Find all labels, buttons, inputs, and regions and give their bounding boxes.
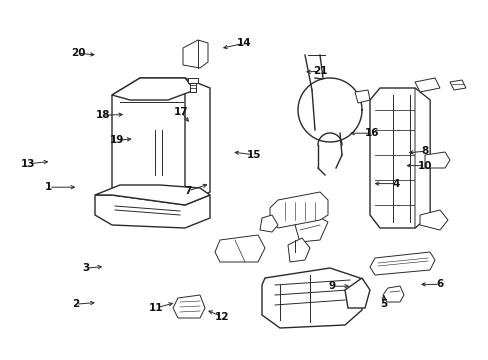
Text: 2: 2 [72, 299, 79, 309]
Polygon shape [414, 78, 439, 92]
Text: 15: 15 [246, 150, 261, 160]
Polygon shape [173, 295, 204, 318]
Polygon shape [269, 192, 327, 228]
Text: 11: 11 [149, 303, 163, 313]
Text: 17: 17 [173, 107, 188, 117]
Text: 7: 7 [184, 186, 192, 196]
Text: 8: 8 [421, 146, 428, 156]
Polygon shape [260, 215, 278, 232]
Polygon shape [112, 78, 195, 100]
Polygon shape [190, 82, 196, 92]
Polygon shape [369, 88, 429, 228]
Text: 3: 3 [82, 263, 89, 273]
Text: 18: 18 [95, 110, 110, 120]
Text: 12: 12 [215, 312, 229, 322]
Polygon shape [183, 40, 207, 68]
Polygon shape [419, 210, 447, 230]
Polygon shape [184, 78, 209, 205]
Text: 6: 6 [436, 279, 443, 289]
Text: 20: 20 [71, 48, 85, 58]
Text: 1: 1 [45, 182, 52, 192]
Text: 14: 14 [237, 38, 251, 48]
Polygon shape [382, 286, 403, 302]
Polygon shape [345, 278, 369, 308]
Text: 10: 10 [417, 161, 432, 171]
Polygon shape [187, 78, 198, 83]
Polygon shape [287, 238, 309, 262]
Polygon shape [215, 235, 264, 262]
Polygon shape [424, 152, 449, 168]
Polygon shape [414, 88, 429, 228]
Text: 13: 13 [21, 159, 36, 169]
Polygon shape [369, 252, 434, 275]
Text: 19: 19 [110, 135, 124, 145]
Text: 16: 16 [364, 128, 378, 138]
Polygon shape [449, 80, 465, 90]
Polygon shape [354, 90, 369, 103]
Text: 4: 4 [391, 179, 399, 189]
Polygon shape [112, 78, 195, 205]
Text: 21: 21 [312, 66, 327, 76]
Polygon shape [95, 195, 209, 228]
Text: 9: 9 [328, 281, 335, 291]
Text: 5: 5 [380, 299, 386, 309]
Polygon shape [262, 268, 361, 328]
Polygon shape [294, 215, 327, 242]
Polygon shape [95, 185, 209, 205]
